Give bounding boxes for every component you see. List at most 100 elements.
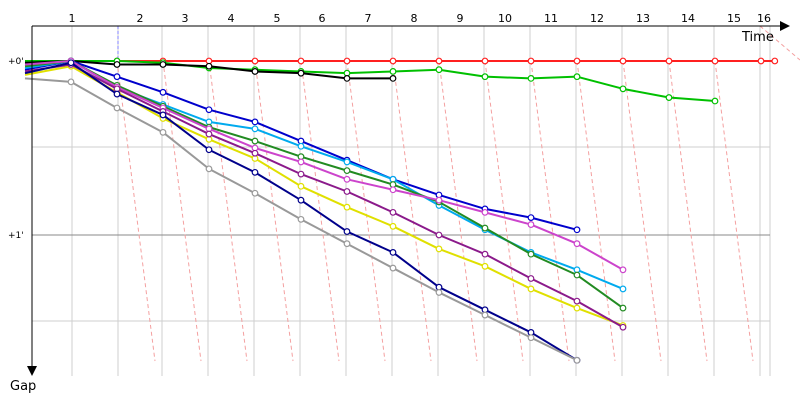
- x-tick-label-4: 4: [228, 12, 235, 25]
- x-tick-label-7: 7: [365, 12, 372, 25]
- series-2-point-7: [343, 74, 351, 82]
- series-10-point-5: [251, 189, 259, 197]
- connector-line-9: [438, 60, 478, 362]
- series-10-point-9: [435, 289, 443, 296]
- series-10-point-6: [297, 215, 305, 223]
- connector-line-4: [208, 60, 248, 362]
- series-4-point-13: [619, 285, 627, 293]
- series-10-point-12: [573, 356, 581, 364]
- connector-line-end: [759, 25, 800, 61]
- x-tick-label-9: 9: [457, 12, 464, 25]
- series-4-point-7: [343, 158, 351, 166]
- series-1-point-11: [527, 74, 535, 82]
- x-tick-label-15: 15: [727, 12, 741, 25]
- series-10-point-3: [159, 128, 167, 136]
- series-9-point-3: [159, 111, 167, 119]
- series-group: [24, 57, 779, 364]
- x-tick-label-6: 6: [319, 12, 326, 25]
- x-tick-label-13: 13: [636, 12, 650, 25]
- series-0-point-11: [527, 57, 535, 65]
- series-0-point-8: [389, 57, 397, 65]
- connector-line-14: [668, 60, 708, 362]
- series-2-point-6: [297, 69, 305, 77]
- series-1-point-9: [435, 66, 443, 74]
- x-axis-arrow-icon: [780, 21, 790, 31]
- connector-line-8: [392, 60, 432, 362]
- series-8-point-11: [527, 275, 535, 282]
- x-tick-label-1: 1: [69, 12, 76, 25]
- series-0-point-12: [573, 57, 581, 65]
- series-1-point-12: [573, 73, 581, 81]
- series-2-point-4: [205, 62, 213, 70]
- series-5-point-13: [619, 304, 627, 312]
- x-tick-label-14: 14: [681, 12, 695, 25]
- series-6-point-10: [481, 208, 489, 216]
- series-6-point-7: [343, 175, 351, 183]
- series-0-point-17: [771, 57, 779, 65]
- series-9-point-1: [67, 59, 75, 67]
- series-0-point-14: [665, 57, 673, 65]
- series-3-point-11: [527, 214, 535, 222]
- series-10-point-11: [527, 334, 535, 342]
- series-line-8: [24, 63, 624, 329]
- series-6-point-13: [619, 266, 627, 274]
- series-9-point-7: [343, 228, 351, 235]
- y-tick-label-1: +1': [8, 231, 24, 241]
- series-5-point-10: [481, 224, 489, 232]
- series-1-point-10: [481, 73, 489, 81]
- series-10-point-8: [389, 264, 397, 272]
- series-8-point-5: [251, 149, 259, 157]
- x-tick-label-2: 2: [137, 12, 144, 25]
- series-7-point-10: [481, 262, 489, 270]
- x-tick-label-5: 5: [274, 12, 281, 25]
- series-6-point-9: [435, 196, 443, 204]
- series-7-point-7: [343, 203, 351, 211]
- series-2-point-2: [113, 61, 121, 68]
- series-0-point-5: [251, 57, 259, 65]
- series-0-point-6: [297, 57, 305, 65]
- tick-labels: 1 2 3 4 5 6 7 8 9 10 11 12 13 14 15 16+0'+1': [8, 12, 771, 241]
- series-9-point-8: [389, 248, 397, 256]
- series-10-point-7: [343, 240, 351, 248]
- x-tick-label-10: 10: [498, 12, 512, 25]
- connector-line-10: [484, 60, 524, 362]
- series-6-point-8: [389, 186, 397, 194]
- connector-line-2: [116, 60, 156, 362]
- series-line-0: [24, 60, 775, 66]
- series-8-point-6: [297, 170, 305, 178]
- connector-line-13: [622, 60, 662, 362]
- series-5-point-7: [343, 167, 351, 175]
- series-10-point-4: [205, 165, 213, 173]
- series-9-point-6: [297, 196, 305, 204]
- series-2-point-8: [389, 74, 397, 82]
- series-9-point-4: [205, 146, 213, 154]
- connector-line-15: [714, 60, 754, 362]
- series-7-point-9: [435, 245, 443, 253]
- series-line-6: [24, 60, 624, 271]
- series-10-point-2: [113, 104, 121, 112]
- series-9-point-2: [113, 90, 121, 98]
- series-7-point-11: [527, 285, 535, 293]
- series-0-point-13: [619, 57, 627, 65]
- connector-line-7: [346, 60, 386, 362]
- series-2-point-5: [251, 68, 259, 75]
- series-0-point-16: [757, 57, 765, 65]
- series-8-point-10: [481, 250, 489, 258]
- series-4-point-6: [297, 142, 305, 150]
- series-4-point-5: [251, 125, 259, 133]
- series-line-1: [25, 60, 716, 103]
- series-line-5: [24, 60, 624, 309]
- series-5-point-12: [573, 271, 581, 279]
- series-10-point-1: [67, 78, 75, 86]
- series-3-point-3: [159, 88, 167, 96]
- connector-line-5: [254, 60, 294, 362]
- series-7-point-6: [297, 182, 305, 190]
- series-2-point-3: [159, 61, 167, 68]
- series-5-point-5: [251, 137, 259, 145]
- axes: Time Gap: [10, 21, 790, 394]
- series-0-point-15: [711, 57, 719, 65]
- y-tick-label-0: +0': [8, 57, 24, 67]
- grid: [32, 26, 771, 376]
